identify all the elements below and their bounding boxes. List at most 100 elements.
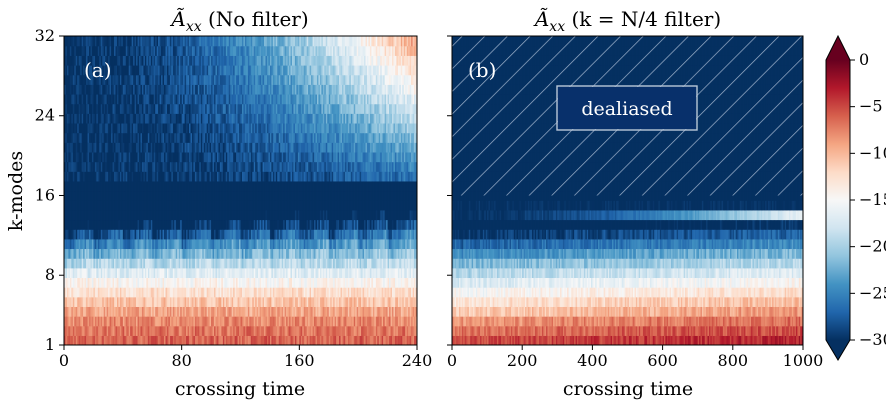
heatmap-a-cell <box>308 325 311 336</box>
heatmap-a-cell <box>269 219 272 230</box>
heatmap-a-cell <box>69 151 72 163</box>
heatmap-a-cell <box>80 306 83 317</box>
heatmap-a-cell <box>259 142 262 153</box>
heatmap-a-cell <box>262 238 265 250</box>
heatmap-a-cell <box>258 180 261 192</box>
heatmap-a-cell <box>87 258 90 269</box>
heatmap-a-cell <box>340 209 343 221</box>
heatmap-a-cell <box>330 171 333 182</box>
heatmap-a-cell <box>255 267 258 279</box>
heatmap-a-cell <box>230 287 233 298</box>
heatmap-a-cell <box>168 287 171 298</box>
heatmap-a-cell <box>221 209 224 221</box>
heatmap-a-cell <box>350 238 353 250</box>
heatmap-a-cell <box>346 316 349 327</box>
heatmap-a-cell <box>233 151 236 163</box>
heatmap-a-cell <box>372 238 375 250</box>
heatmap-a-cell <box>89 209 92 221</box>
heatmap-a-cell <box>174 161 177 172</box>
heatmap-a-cell <box>368 200 371 211</box>
heatmap-a-cell <box>64 258 67 269</box>
heatmap-a-cell <box>405 180 408 192</box>
heatmap-a-cell <box>196 142 199 153</box>
heatmap-a-cell <box>387 248 390 259</box>
heatmap-a-cell <box>109 209 112 221</box>
heatmap-a-cell <box>169 287 172 298</box>
heatmap-a-cell <box>271 142 274 153</box>
heatmap-a-cell <box>114 287 117 298</box>
heatmap-a-cell <box>378 200 381 211</box>
heatmap-a-cell <box>109 296 112 307</box>
heatmap-a-cell <box>208 258 211 269</box>
heatmap-a-cell <box>349 267 352 279</box>
heatmap-a-cell <box>119 219 122 230</box>
heatmap-a-cell <box>294 335 297 345</box>
heatmap-a-cell <box>164 219 167 230</box>
heatmap-a-cell <box>344 277 347 288</box>
heatmap-a-cell <box>199 171 202 182</box>
heatmap-a-cell <box>108 219 111 230</box>
heatmap-a-cell <box>237 209 240 221</box>
heatmap-a-cell <box>169 151 172 163</box>
heatmap-a-cell <box>328 335 331 345</box>
heatmap-a-cell <box>241 258 245 269</box>
heatmap-a-cell <box>222 219 225 230</box>
heatmap-a-cell <box>147 209 150 221</box>
heatmap-a-cell <box>392 200 395 211</box>
heatmap-a-cell <box>305 209 308 221</box>
heatmap-a-cell <box>115 316 118 327</box>
heatmap-a-cell <box>158 316 161 327</box>
heatmap-a-cell <box>119 209 122 221</box>
heatmap-a-cell <box>214 296 217 307</box>
heatmap-a-cell <box>159 277 162 288</box>
heatmap-a-cell <box>411 190 414 201</box>
heatmap-a-cell <box>133 267 136 279</box>
heatmap-a-cell <box>200 316 203 327</box>
heatmap-a-cell <box>161 296 164 307</box>
heatmap-a-cell <box>403 190 406 201</box>
heatmap-a-cell <box>74 277 77 288</box>
heatmap-a-cell <box>344 142 347 153</box>
heatmap-a-cell <box>409 287 412 298</box>
heatmap-a-cell <box>347 325 350 336</box>
heatmap-a-cell <box>225 209 228 221</box>
heatmap-a-cell <box>209 190 212 201</box>
heatmap-a-cell <box>180 296 183 307</box>
heatmap-a-cell <box>105 277 108 288</box>
heatmap-a-cell <box>309 229 312 240</box>
heatmap-a-cell <box>409 209 412 221</box>
heatmap-a-cell <box>153 267 156 279</box>
heatmap-a-cell <box>308 267 311 279</box>
heatmap-a-cell <box>81 248 84 259</box>
heatmap-a-cell <box>75 258 78 269</box>
heatmap-a-cell <box>209 306 212 317</box>
heatmap-a-cell <box>180 267 183 279</box>
heatmap-a-cell <box>286 258 289 269</box>
heatmap-a-cell <box>193 296 196 307</box>
heatmap-a-cell <box>77 316 80 327</box>
heatmap-a-cell <box>91 277 95 288</box>
heatmap-a-cell <box>103 161 106 172</box>
heatmap-a-cell <box>365 161 368 172</box>
heatmap-a-cell <box>158 287 161 298</box>
heatmap-a-cell <box>259 171 262 182</box>
heatmap-a-cell <box>115 238 118 250</box>
heatmap-a-cell <box>187 267 190 279</box>
heatmap-a-cell <box>319 277 322 288</box>
heatmap-a-cell <box>124 151 127 163</box>
heatmap-a-cell <box>221 258 224 269</box>
heatmap-a-cell <box>106 316 109 327</box>
heatmap-a-cell <box>374 171 377 182</box>
heatmap-a-cell <box>415 180 417 192</box>
heatmap-a-cell <box>253 219 256 230</box>
heatmap-a-cell <box>286 161 289 172</box>
heatmap-a-cell <box>353 316 356 327</box>
heatmap-a-cell <box>341 258 345 269</box>
heatmap-a-cell <box>227 229 230 240</box>
heatmap-a-cell <box>272 316 275 327</box>
heatmap-a-cell <box>381 171 384 182</box>
heatmap-a-cell <box>369 267 372 279</box>
heatmap-a-cell <box>274 142 277 153</box>
heatmap-a-cell <box>319 248 322 259</box>
heatmap-a-cell <box>159 200 162 211</box>
